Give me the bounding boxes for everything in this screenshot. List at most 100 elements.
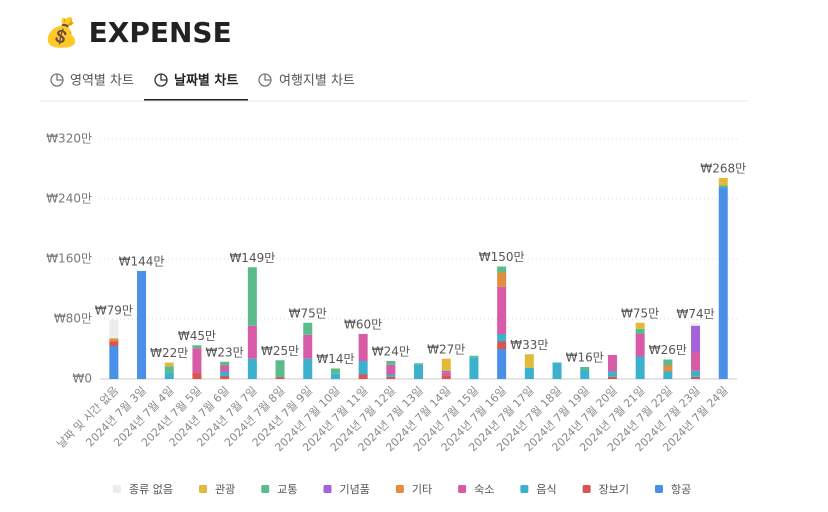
bar-segment xyxy=(386,376,396,379)
bar-segment xyxy=(552,362,562,379)
bar-segment xyxy=(497,341,507,349)
bar-segment xyxy=(718,187,728,189)
bar-segment xyxy=(441,358,451,371)
bar-segment xyxy=(580,367,590,370)
legend-swatch xyxy=(520,485,529,493)
y-tick-label: ₩80만 xyxy=(54,312,92,326)
bar-segment xyxy=(441,375,451,379)
bar-segment xyxy=(718,188,728,379)
bar-segment xyxy=(358,374,368,379)
bar-segment xyxy=(635,356,645,379)
bar-segment xyxy=(386,374,396,377)
total-label: ₩79만 xyxy=(95,303,133,317)
bar-segment xyxy=(663,359,673,366)
bar-segment xyxy=(691,323,701,326)
bar-segment xyxy=(580,370,590,379)
bar-segment xyxy=(330,368,340,374)
bar-segment xyxy=(109,346,119,379)
bar-segment xyxy=(607,376,617,379)
bar-segment xyxy=(220,365,230,372)
bar-segment xyxy=(441,372,451,376)
tab-icon xyxy=(50,73,64,87)
total-label: ₩14만 xyxy=(316,352,354,366)
bar-segment xyxy=(303,358,313,379)
bar-segment xyxy=(303,334,313,359)
bar-segment xyxy=(192,348,202,373)
bar-segment xyxy=(691,370,701,377)
total-label: ₩150만 xyxy=(479,250,525,264)
tab[interactable]: 영역별 차트 xyxy=(70,74,134,89)
bar-segment xyxy=(386,364,396,375)
legend-swatch xyxy=(261,485,270,493)
bar-segment xyxy=(192,345,202,349)
bar-segment xyxy=(247,325,257,359)
legend-swatch xyxy=(198,485,207,493)
tab-underline xyxy=(144,99,248,101)
bar-segment xyxy=(718,178,728,186)
bar-segment xyxy=(497,272,507,287)
bar-segment xyxy=(137,271,147,379)
bar-segment xyxy=(220,361,230,366)
bar-segment xyxy=(718,185,728,187)
total-label: ₩25만 xyxy=(261,344,299,358)
total-label: ₩33만 xyxy=(510,338,548,352)
total-label: ₩27만 xyxy=(427,342,465,356)
total-label: ₩75만 xyxy=(289,306,327,320)
bar-segment xyxy=(164,372,174,379)
bar-segment xyxy=(635,334,645,357)
bar-segment xyxy=(358,361,368,375)
bar-segment xyxy=(164,362,174,367)
legend-label: 숙소 xyxy=(474,483,494,496)
bar-segment xyxy=(663,371,673,379)
bar-segment xyxy=(497,266,507,273)
legend-label: 관광 xyxy=(215,483,235,496)
bar-segment xyxy=(358,334,368,361)
bar-segment xyxy=(275,377,285,379)
legend-swatch xyxy=(582,485,591,493)
legend-swatch xyxy=(654,485,663,493)
bar-segment xyxy=(414,364,424,379)
total-label: ₩75만 xyxy=(621,306,659,320)
legend-label: 기타 xyxy=(412,483,432,496)
bar-segment xyxy=(469,355,479,358)
total-label: ₩24만 xyxy=(372,345,410,359)
bar-segment xyxy=(275,360,285,378)
y-tick-label: ₩160만 xyxy=(46,252,92,266)
total-label: ₩144만 xyxy=(119,255,165,269)
bar-segment xyxy=(497,286,507,334)
tabs: 영역별 차트 날짜별 차트 여행지별 차트 xyxy=(50,73,355,101)
bar-segment xyxy=(663,365,673,372)
tab-active[interactable]: 날짜별 차트 xyxy=(174,73,238,89)
tab-icon xyxy=(154,73,168,87)
y-tick-label: ₩240만 xyxy=(46,192,92,206)
total-label: ₩268만 xyxy=(700,162,746,176)
y-tick-label: ₩320만 xyxy=(46,132,92,146)
bar-segment xyxy=(469,357,479,379)
bar-segment xyxy=(247,358,257,379)
bar-segment xyxy=(192,372,202,379)
legend-label: 기념품 xyxy=(339,483,369,496)
bar-segment xyxy=(497,334,507,342)
bar-segment xyxy=(109,338,119,342)
bar-segment xyxy=(109,319,119,339)
bar-segment xyxy=(220,376,230,379)
tab[interactable]: 여행지별 차트 xyxy=(279,73,355,89)
total-label: ₩16만 xyxy=(566,351,604,365)
bar-segment xyxy=(691,325,701,352)
bar-segment xyxy=(497,349,507,379)
legend-swatch xyxy=(113,485,121,493)
legend-label: 음식 xyxy=(536,483,556,496)
total-label: ₩23만 xyxy=(206,345,244,359)
bar-segment xyxy=(691,352,701,371)
y-tick-label: ₩0 xyxy=(73,372,93,386)
legend-label: 장보기 xyxy=(599,483,629,496)
page-title: 💰 EXPENSE xyxy=(44,16,232,49)
total-label: ₩74만 xyxy=(676,307,714,321)
legend-swatch xyxy=(395,485,404,493)
bar-segment xyxy=(524,354,534,368)
bar-segment xyxy=(220,371,230,376)
bar-segment xyxy=(303,322,313,335)
bar-segment xyxy=(635,328,645,334)
